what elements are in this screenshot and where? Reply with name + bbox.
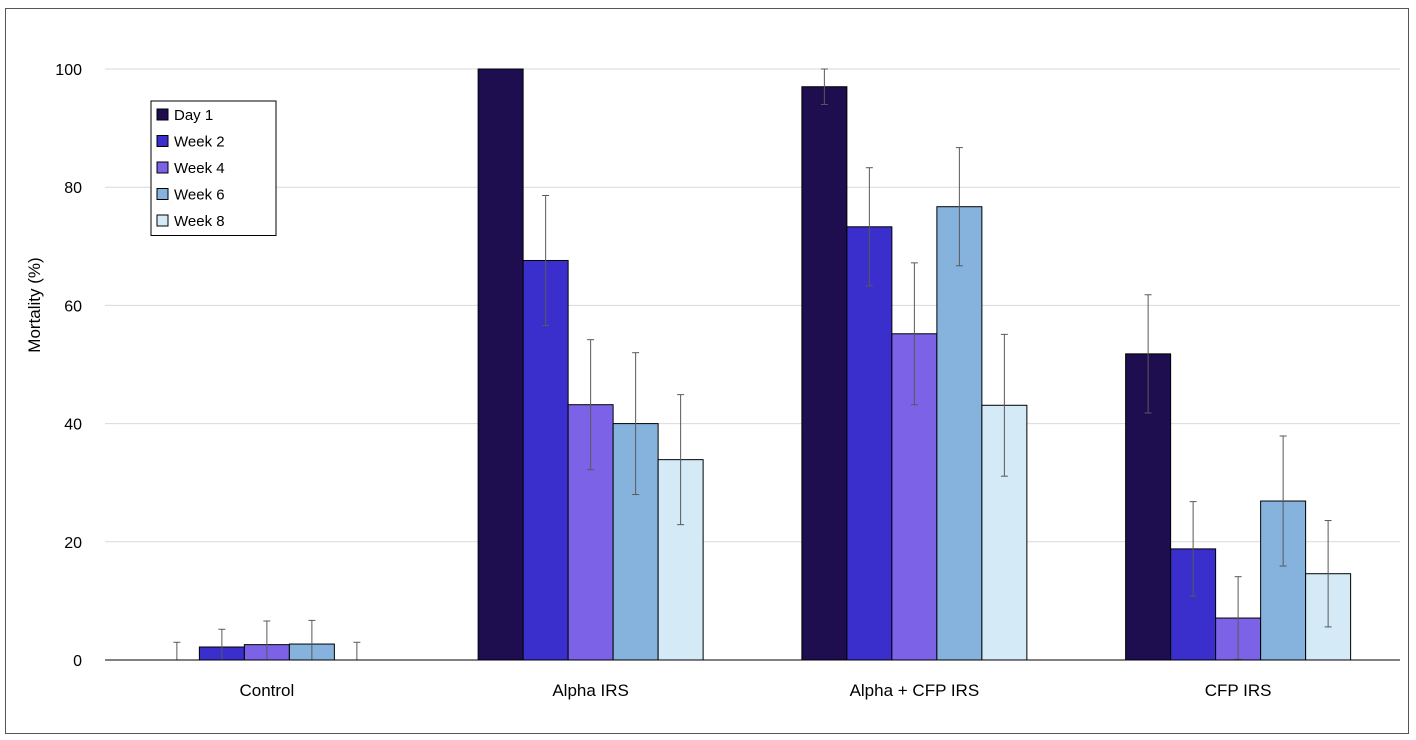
error-bar [820,68,828,105]
bar [936,206,983,661]
legend-swatch [156,135,169,147]
legend-swatch [156,188,169,200]
error-bar [1279,435,1287,567]
y-tick-label: 0 [73,653,82,670]
error-bar [542,194,550,326]
error-bar [955,147,963,267]
error-bar [865,167,873,287]
x-tick-label: Control [239,681,294,700]
legend-entry: Day 1 [174,107,213,124]
gridlines [105,68,1400,543]
error-bar [1000,333,1008,477]
error-bar [1324,520,1332,628]
error-bar [677,394,685,526]
bar [846,226,893,661]
x-tick-label: CFP IRS [1205,681,1272,700]
bars [198,68,1352,661]
bar [522,259,569,661]
error-bar [1234,576,1242,660]
legend-swatch [156,214,169,227]
legend-swatch [156,108,169,121]
error-bar [587,339,595,471]
error-bar [173,641,181,661]
legend: Day 1 Week 2 Week 4 Week 6 Week 8 [150,100,277,236]
legend-entry: Week 8 [174,213,225,230]
bar [801,86,848,661]
y-tick-label: 80 [64,180,82,197]
legend-entry: Week 2 [174,134,225,151]
axes: 0 20 40 60 80 100 Control Alpha IRS Alpha + CFP … [55,62,1400,700]
legend-box [150,100,277,236]
x-tick-label: Alpha IRS [552,681,629,700]
error-bar [910,262,918,406]
legend-entry: Week 6 [174,187,225,204]
error-bar [353,641,361,661]
chart-frame [5,8,1409,734]
error-bar [1189,501,1197,597]
y-tick-label: 20 [64,535,82,552]
bar [477,68,524,661]
x-tick-label: Alpha + CFP IRS [850,681,980,700]
y-tick-label: 40 [64,417,82,434]
y-tick-label: 100 [55,62,82,79]
y-axis-label: Mortality (%) [25,257,44,352]
legend-swatch [156,161,169,174]
error-bar [1144,294,1152,414]
error-bar [632,352,640,496]
legend-entry: Week 4 [174,160,225,177]
y-tick-label: 60 [64,298,82,315]
